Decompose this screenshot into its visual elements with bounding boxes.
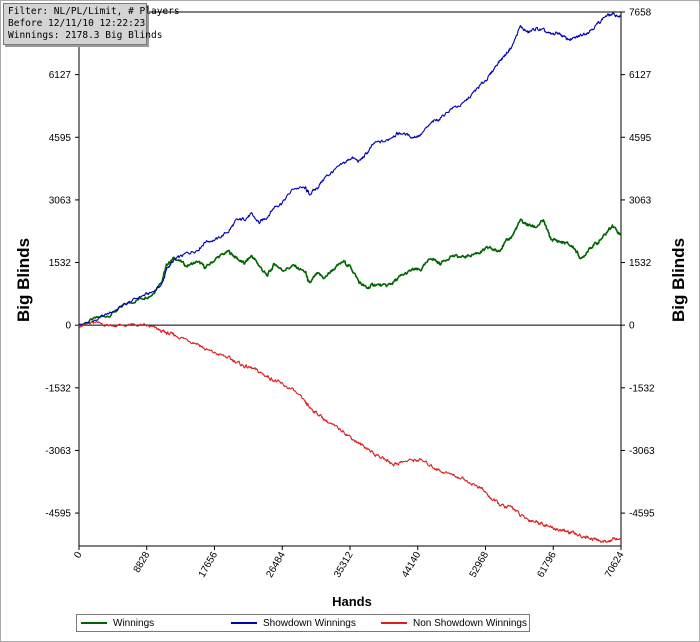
series-line-non-showdown-winnings: [78, 320, 622, 543]
y-axis-label-right: Big Blinds: [669, 238, 688, 322]
y-axis-label-left: Big Blinds: [14, 238, 33, 322]
x-axis-label: Hands: [332, 594, 372, 609]
y-tick-label-right: 4595: [629, 133, 652, 144]
series-layer: [78, 11, 622, 543]
y-tick-label-right: 0: [629, 321, 635, 332]
filter-info-box: Filter: NL/PL/Limit, # Players Before 12…: [3, 3, 180, 45]
y-tick-label-right: -4595: [629, 509, 655, 520]
y-tick-label-right: -3063: [629, 446, 655, 457]
y-tick-label-right: 1532: [629, 258, 652, 269]
legend-item-non-showdown: Non Showdown Winnings: [377, 618, 527, 629]
legend-label-non-showdown: Non Showdown Winnings: [413, 617, 527, 629]
axes: [75, 11, 625, 550]
x-tick-label: 35312: [332, 550, 356, 580]
x-tick-label: 8828: [132, 550, 153, 575]
x-tick-label: 17656: [197, 550, 221, 580]
legend-item-winnings: Winnings: [77, 618, 227, 629]
legend-swatch-winnings: [81, 622, 107, 624]
legend-swatch-showdown: [231, 622, 257, 624]
series-line-winnings: [78, 218, 622, 327]
winnings-summary-text: Winnings: 2178.3 Big Blinds: [8, 30, 163, 41]
x-tick-label: 70624: [603, 550, 627, 580]
legend-label-winnings: Winnings: [113, 617, 155, 629]
y-tick-label-right: 7658: [629, 8, 652, 19]
x-tick-label: 0: [72, 550, 85, 561]
y-tick-label-left: 1532: [49, 258, 72, 269]
series-line-showdown-winnings: [78, 11, 622, 326]
y-tick-label-left: 6127: [49, 70, 72, 81]
y-tick-label-left: -3063: [45, 446, 71, 457]
x-tick-label: 52968: [468, 550, 492, 580]
y-tick-label-left: 3063: [49, 195, 72, 206]
y-tick-label-right: 6127: [629, 70, 652, 81]
date-text: Before 12/11/10 12:22:23: [8, 18, 146, 29]
x-tick-label: 44140: [400, 550, 424, 580]
x-tick-label: 26484: [264, 550, 288, 580]
y-tick-label-left: -1532: [45, 383, 71, 394]
y-tick-label-right: 3063: [629, 195, 652, 206]
legend-swatch-non-showdown: [381, 622, 407, 624]
y-tick-label-left: 0: [65, 321, 71, 332]
plot-area: [78, 11, 622, 547]
y-tick-label-left: -4595: [45, 509, 71, 520]
filter-text: Filter: NL/PL/Limit, # Players: [8, 6, 180, 17]
legend: Winnings Showdown Winnings Non Showdown …: [76, 614, 530, 632]
legend-item-showdown: Showdown Winnings: [227, 618, 377, 629]
y-tick-label-right: -1532: [629, 383, 655, 394]
y-tick-label-left: 4595: [49, 133, 72, 144]
legend-label-showdown: Showdown Winnings: [263, 617, 356, 629]
x-tick-label: 61796: [535, 550, 559, 580]
